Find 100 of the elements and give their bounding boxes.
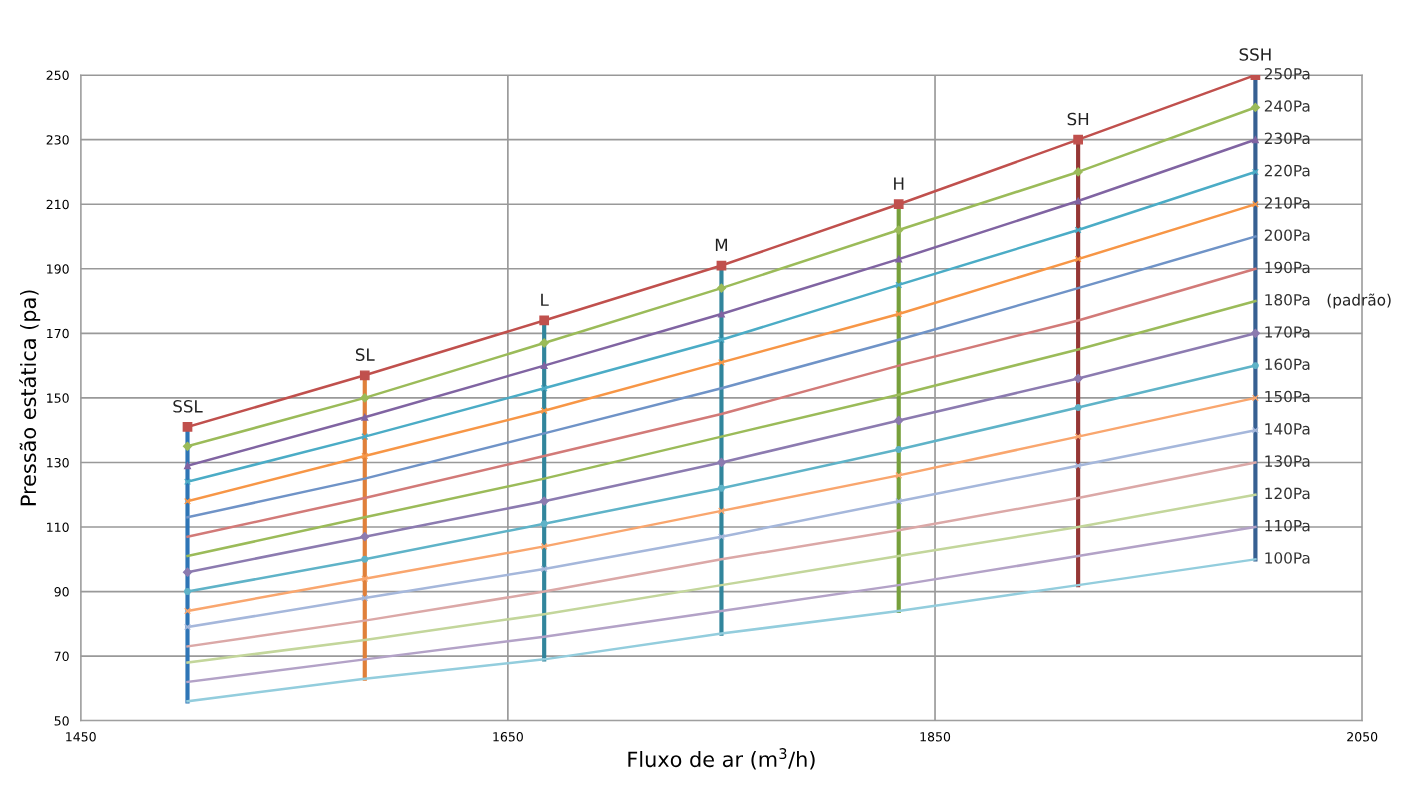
y-tick-label: 210: [46, 199, 69, 210]
line-series: [186, 525, 1257, 684]
point: [184, 607, 191, 615]
point: [361, 452, 369, 460]
y-tick-label: 170: [47, 328, 69, 339]
point: [1250, 102, 1261, 113]
series-label: 140Pa: [1265, 423, 1310, 435]
y-tick-label: 230: [46, 135, 69, 145]
point: [716, 457, 727, 468]
point: [895, 281, 903, 289]
point: [1074, 226, 1082, 234]
point: [1073, 167, 1083, 177]
x-tick-label: 1650: [493, 732, 523, 742]
point: [717, 507, 725, 515]
annotation: H: [894, 177, 904, 190]
point: [717, 336, 725, 344]
point: [895, 255, 903, 263]
point: [360, 532, 370, 542]
line-series: [186, 558, 1257, 703]
annotation: SSL: [173, 400, 203, 413]
series-label: 110Pa: [1265, 519, 1310, 532]
point: [361, 555, 369, 563]
series-label: 120Pa: [1265, 487, 1310, 500]
x-tick-label: 2050: [1347, 732, 1378, 742]
line-series: [186, 461, 1257, 648]
y-tick-label: 250: [46, 70, 69, 81]
point: [361, 594, 369, 602]
annotation: M: [715, 238, 728, 251]
point: [184, 478, 191, 486]
y-tick-label: 70: [54, 651, 69, 662]
y-axis-title: Pressão estática (pa): [19, 290, 41, 506]
point: [894, 225, 904, 235]
point: [540, 542, 548, 550]
point: [540, 520, 548, 528]
line-series: [186, 493, 1257, 664]
series-label: 200Pa: [1264, 229, 1310, 241]
x-axis-title: Fluxo de ar (m$^{3}$/h): [628, 748, 815, 770]
y-tick-label: 110: [47, 522, 69, 532]
point: [540, 384, 548, 392]
point: [1074, 462, 1082, 470]
series-label: 230Pa: [1264, 132, 1310, 145]
series-label: 160Pa: [1265, 358, 1310, 371]
y-tick-label: 130: [47, 457, 69, 468]
y-tick-label: 50: [54, 716, 69, 726]
point: [1251, 200, 1259, 208]
annotation: (padrão): [1327, 293, 1391, 309]
point: [1074, 197, 1082, 205]
point: [1073, 134, 1083, 145]
point: [1251, 136, 1259, 144]
point: [717, 358, 725, 366]
point: [184, 588, 191, 596]
point: [893, 199, 904, 210]
series-label: 100Pa: [1265, 552, 1310, 564]
point: [361, 413, 369, 421]
point: [894, 415, 904, 426]
point: [1074, 255, 1082, 263]
point: [1250, 328, 1261, 338]
point: [540, 362, 548, 370]
series-label: 220Pa: [1264, 164, 1310, 177]
point: [717, 484, 725, 492]
series-label: 180Pa: [1265, 293, 1310, 306]
annotation: SH: [1067, 112, 1089, 126]
point: [1251, 426, 1259, 434]
series-label: 130Pa: [1265, 455, 1310, 467]
point: [895, 471, 903, 479]
annotation: SL: [355, 348, 375, 361]
point: [1074, 433, 1082, 441]
series-label: 190Pa: [1265, 261, 1310, 274]
series-label: 150Pa: [1265, 390, 1310, 403]
annotation: SSH: [1239, 48, 1271, 61]
point: [716, 283, 727, 293]
point: [359, 370, 370, 381]
point: [540, 565, 548, 573]
point: [182, 441, 193, 451]
series-label: 210Pa: [1264, 197, 1310, 209]
point: [540, 407, 548, 415]
point: [361, 433, 369, 441]
y-tick-label: 150: [47, 393, 69, 403]
series-label: 250Pa: [1264, 67, 1310, 80]
x-tick-label: 1850: [920, 732, 951, 742]
point: [182, 422, 193, 432]
point: [895, 446, 903, 454]
annotation: L: [541, 293, 549, 306]
point: [1073, 373, 1083, 384]
point: [182, 567, 193, 577]
point: [184, 497, 191, 505]
point: [360, 393, 370, 403]
point: [1074, 404, 1082, 412]
point: [539, 315, 550, 326]
point: [895, 310, 903, 318]
point: [717, 533, 725, 541]
point: [184, 462, 191, 470]
x-tick-label: 1450: [66, 732, 96, 742]
y-tick-label: 190: [47, 264, 69, 274]
point: [1251, 394, 1259, 402]
point: [539, 338, 549, 348]
point: [895, 497, 903, 505]
point: [539, 496, 549, 506]
series-label: 170Pa: [1265, 326, 1310, 338]
point: [1251, 168, 1259, 176]
